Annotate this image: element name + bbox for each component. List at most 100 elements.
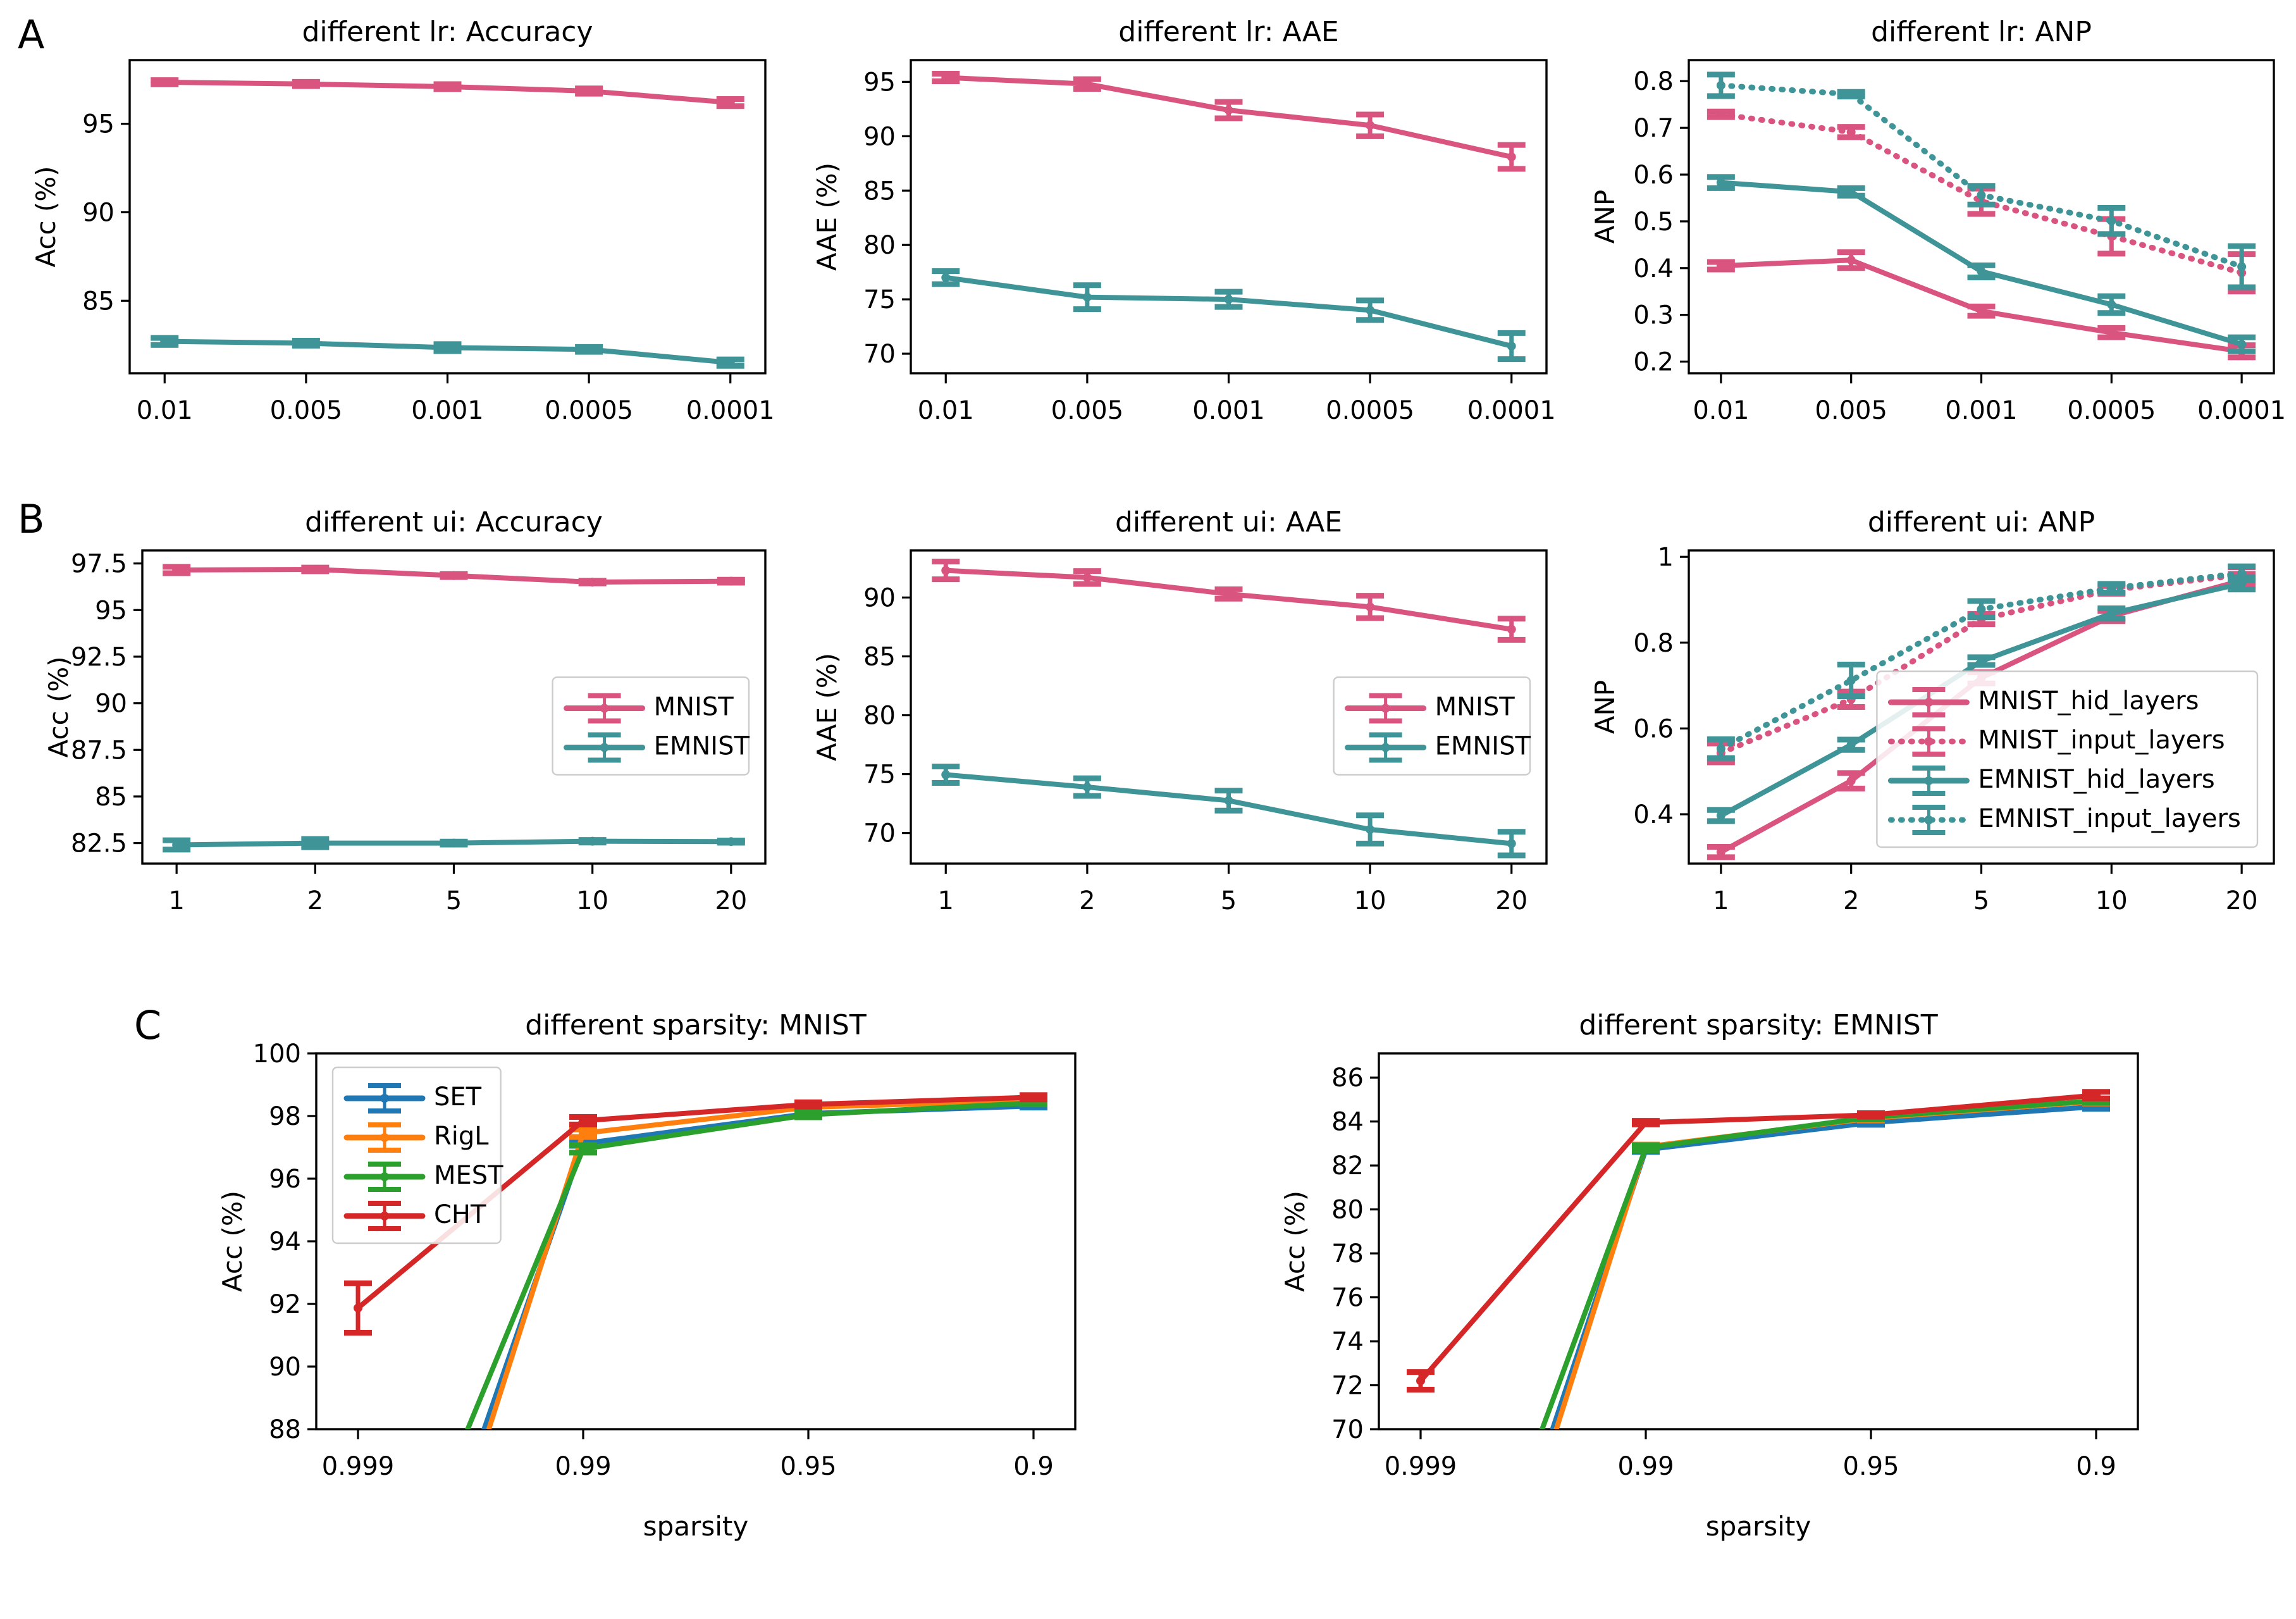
panel-letter-b: B bbox=[18, 496, 45, 542]
legend-marker bbox=[1381, 704, 1390, 713]
y-axis-label: Acc (%) bbox=[1280, 1191, 1311, 1292]
data-point bbox=[579, 1129, 588, 1138]
y-axis-label: ANP bbox=[1589, 680, 1620, 734]
data-point bbox=[804, 1100, 813, 1109]
x-tick-label: 2 bbox=[307, 886, 323, 915]
data-point bbox=[1416, 1376, 1425, 1386]
legend-marker bbox=[1381, 743, 1390, 752]
x-tick-label: 0.0005 bbox=[545, 396, 633, 425]
y-tick-label: 70 bbox=[863, 819, 896, 848]
x-tick-label: 0.005 bbox=[1051, 396, 1124, 425]
data-point bbox=[443, 82, 452, 91]
data-point bbox=[1846, 256, 1856, 265]
x-tick-label: 1 bbox=[168, 886, 184, 915]
x-tick-label: 0.01 bbox=[918, 396, 974, 425]
legend-marker bbox=[1924, 737, 1934, 746]
x-tick-label: 0.001 bbox=[411, 396, 484, 425]
data-point bbox=[579, 1144, 588, 1153]
y-tick-label: 0.6 bbox=[1633, 714, 1674, 743]
y-tick-label: 85 bbox=[95, 783, 127, 812]
y-tick-label: 95 bbox=[82, 110, 114, 139]
y-tick-label: 0.2 bbox=[1633, 348, 1674, 377]
y-tick-label: 87.5 bbox=[71, 736, 127, 765]
y-tick-label: 82.5 bbox=[71, 829, 127, 859]
data-point bbox=[1082, 573, 1092, 582]
x-tick-label: 20 bbox=[715, 886, 747, 915]
data-point bbox=[1082, 79, 1092, 89]
legend-marker bbox=[600, 704, 609, 713]
data-point bbox=[1716, 261, 1725, 271]
y-tick-label: 0.8 bbox=[1633, 629, 1674, 658]
data-point bbox=[1846, 776, 1856, 786]
plot-area bbox=[151, 77, 744, 369]
data-point bbox=[1977, 604, 1986, 614]
y-tick-label: 90 bbox=[269, 1353, 301, 1382]
data-point bbox=[443, 343, 452, 352]
data-point bbox=[1846, 89, 1856, 99]
data-point bbox=[449, 571, 459, 580]
data-point bbox=[1507, 624, 1516, 634]
data-point bbox=[2237, 262, 2247, 271]
data-point bbox=[172, 840, 182, 850]
series-line bbox=[943, 275, 1514, 349]
chart-b-anp: different ui: ANP 0.4 0.6 0.8 1 1 2 5 10 20 ANP MNI… bbox=[1589, 506, 2275, 915]
chart-c-emnist: different sparsity: EMNIST 70 72 74 76 78 80 82… bbox=[1280, 1009, 2139, 1542]
series-line bbox=[1418, 1093, 2099, 1384]
x-tick-label: 0.9 bbox=[2076, 1452, 2116, 1481]
data-point bbox=[2107, 216, 2116, 226]
data-point bbox=[1082, 783, 1092, 792]
data-point bbox=[1977, 306, 1986, 316]
y-tick-label: 70 bbox=[1331, 1415, 1364, 1444]
plot-area bbox=[932, 70, 1526, 363]
data-point bbox=[311, 565, 320, 574]
chart-a-anp: different lr: ANP 0.2 0.3 0.4 0.5 0.6 0.7 0.8 0.… bbox=[1589, 16, 2286, 425]
series-line bbox=[1718, 82, 2245, 270]
y-tick-label: 96 bbox=[269, 1165, 301, 1194]
chart-title: different lr: AAE bbox=[1118, 16, 1338, 48]
x-tick-label: 2 bbox=[1079, 886, 1095, 915]
legend-label: EMNIST bbox=[1435, 732, 1531, 761]
data-point bbox=[725, 358, 735, 368]
y-tick-label: 0.6 bbox=[1633, 161, 1674, 190]
legend-label: EMNIST_input_layers bbox=[1978, 804, 2240, 833]
legend-label: EMNIST_hid_layers bbox=[1978, 765, 2214, 794]
legend-label: SET bbox=[434, 1082, 482, 1112]
x-tick-label: 5 bbox=[446, 886, 462, 915]
x-tick-label: 0.999 bbox=[322, 1452, 395, 1481]
data-point bbox=[1716, 811, 1725, 821]
y-tick-label: 80 bbox=[863, 231, 896, 260]
legend-marker bbox=[600, 743, 609, 752]
x-tick-label: 1 bbox=[1713, 886, 1729, 915]
legend-marker bbox=[380, 1094, 389, 1103]
x-tick-label: 0.005 bbox=[1815, 396, 1887, 425]
data-point bbox=[301, 79, 311, 89]
plot-frame bbox=[128, 59, 767, 375]
y-axis-label: Acc (%) bbox=[217, 1191, 248, 1292]
y-axis-label: Acc (%) bbox=[30, 166, 61, 267]
x-tick-label: 5 bbox=[1221, 886, 1237, 915]
data-point bbox=[1716, 109, 1725, 119]
chart-title: different lr: ANP bbox=[1871, 16, 2092, 48]
legend-marker bbox=[380, 1172, 389, 1181]
y-tick-label: 85 bbox=[863, 177, 896, 206]
x-tick-label: 2 bbox=[1843, 886, 1859, 915]
y-tick-label: 0.5 bbox=[1633, 208, 1674, 237]
y-tick-label: 84 bbox=[1331, 1108, 1364, 1137]
series-line bbox=[1539, 1098, 2099, 1429]
data-point bbox=[1366, 306, 1375, 315]
data-point bbox=[1224, 589, 1233, 599]
x-tick-label: 0.01 bbox=[137, 396, 193, 425]
y-tick-label: 0.4 bbox=[1633, 254, 1674, 283]
data-point bbox=[172, 565, 182, 574]
data-point bbox=[1224, 106, 1233, 115]
legend-label: MNIST bbox=[654, 693, 734, 722]
legend-marker bbox=[1924, 816, 1934, 824]
data-point bbox=[804, 1110, 813, 1120]
y-tick-label: 74 bbox=[1331, 1327, 1364, 1356]
data-point bbox=[584, 345, 594, 354]
y-tick-label: 1 bbox=[1658, 543, 1674, 572]
data-point bbox=[1846, 127, 1856, 137]
data-point bbox=[2107, 583, 2116, 593]
x-tick-label: 0.999 bbox=[1385, 1452, 1457, 1481]
data-point bbox=[449, 838, 459, 848]
